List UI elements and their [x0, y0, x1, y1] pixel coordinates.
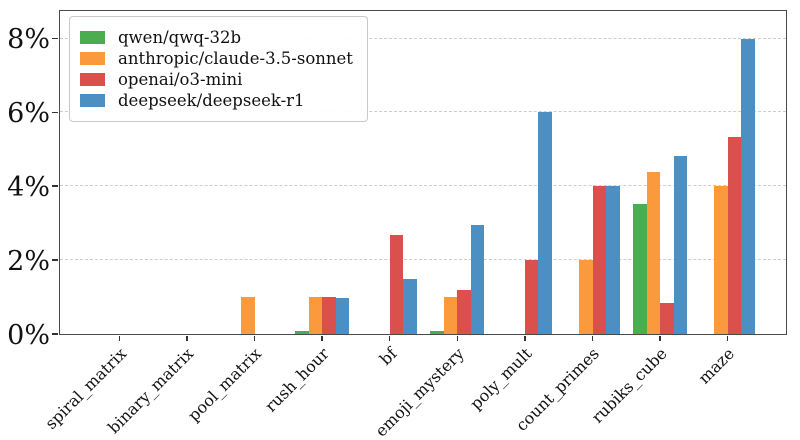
bar [524, 260, 539, 334]
bar [470, 225, 485, 334]
legend-label: qwen/qwq-32b [118, 28, 242, 47]
bar-group-bf [363, 11, 417, 334]
gridline [60, 37, 786, 39]
x-tick-mark [456, 336, 459, 341]
y-tick-label: 2% [7, 245, 50, 277]
legend-swatch [80, 73, 105, 86]
legend-item: qwen/qwq-32b [80, 29, 353, 46]
bar [579, 260, 593, 334]
bar [430, 331, 444, 334]
bar [673, 156, 688, 334]
bar [606, 186, 620, 334]
legend-label: openai/o3-mini [118, 70, 243, 89]
bar [741, 38, 755, 334]
bar [308, 297, 323, 334]
bar [322, 297, 336, 334]
x-tick-mark [186, 336, 188, 341]
x-tick-label: poly_mult [466, 344, 536, 414]
bar-group-pool_matrix [228, 11, 282, 334]
bar [633, 203, 647, 334]
bar [538, 112, 552, 334]
y-tick-label: 0% [7, 319, 50, 351]
x-tick-mark [321, 336, 323, 341]
bar-group-count_primes [566, 11, 620, 334]
bar [660, 303, 674, 334]
bar-group-rush_hour [295, 11, 350, 334]
bar-group-rubiks_cube [633, 11, 688, 334]
legend: qwen/qwq-32b anthropic/claude-3.5-sonnet… [69, 16, 368, 122]
x-tick-label: maze [694, 344, 739, 388]
legend-item: deepseek/deepseek-r1 [80, 92, 353, 109]
y-tick-label: 8% [7, 24, 50, 56]
y-tick-label: 6% [7, 97, 50, 129]
y-tick-mark [52, 333, 58, 335]
x-tick-label: bf [375, 344, 401, 369]
bar [443, 297, 458, 334]
y-tick-label: 4% [7, 171, 50, 203]
gridline [60, 185, 786, 187]
x-tick-mark [388, 336, 391, 341]
bar [646, 171, 661, 334]
bar [295, 331, 309, 334]
bar [403, 278, 417, 334]
bar [727, 137, 742, 334]
x-tick-mark [253, 336, 256, 341]
bar [714, 186, 728, 334]
bar-group-maze [701, 11, 755, 334]
bar [241, 297, 255, 334]
bar-group-poly_mult [498, 11, 552, 334]
x-tick-mark [524, 336, 526, 341]
y-tick-mark [52, 37, 58, 40]
y-tick-mark [52, 111, 58, 114]
y-axis-labels: 0% 2% 4% 6% 8% [0, 10, 50, 348]
x-tick-mark [591, 336, 594, 341]
x-tick-mark [726, 336, 729, 341]
legend-label: deepseek/deepseek-r1 [118, 91, 305, 110]
x-tick-mark [118, 336, 121, 341]
bar [335, 298, 350, 334]
legend-item: anthropic/claude-3.5-sonnet [80, 50, 353, 67]
plot-area: qwen/qwq-32b anthropic/claude-3.5-sonnet… [52, 10, 787, 341]
gridline [60, 111, 786, 113]
y-tick-mark [52, 259, 58, 261]
bar-group-emoji_mystery [430, 11, 485, 334]
bar [457, 289, 471, 334]
y-tick-mark [52, 185, 58, 188]
x-tick-mark [659, 336, 661, 341]
legend-swatch [80, 52, 105, 65]
legend-label: anthropic/claude-3.5-sonnet [118, 49, 353, 68]
gridline [60, 259, 786, 261]
x-tick-label: rush_hour [260, 344, 333, 416]
legend-swatch [80, 31, 105, 44]
bar [592, 186, 606, 334]
legend-swatch [80, 94, 105, 107]
x-axis-labels: spiral_matrix binary_matrix pool_matrix rus… [41, 344, 787, 440]
bar [389, 235, 404, 334]
legend-item: openai/o3-mini [80, 71, 353, 88]
